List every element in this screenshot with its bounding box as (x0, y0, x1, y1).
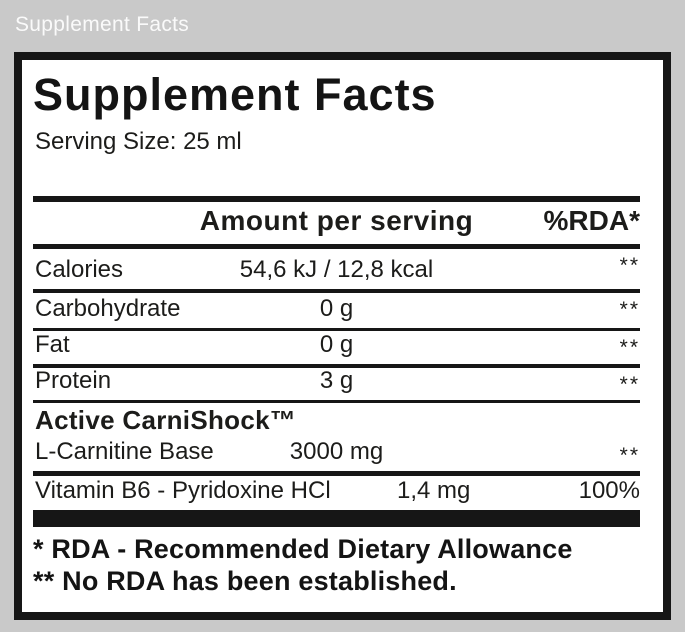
nutrient-amount: 0 g (319, 331, 354, 358)
nutrient-amount: 54,6 kJ / 12,8 kcal (239, 256, 434, 283)
column-header-row: Amount per serving %RDA* (33, 202, 640, 244)
caption-bar: Supplement Facts (0, 0, 685, 52)
nutrient-rda: 100% (578, 477, 640, 504)
divider (33, 289, 640, 293)
caption-text: Supplement Facts (15, 13, 190, 36)
divider (33, 327, 640, 331)
divider (33, 471, 640, 476)
nutrient-rda: ** (619, 444, 640, 467)
table-row-carbohydrate: Carbohydrate 0 g ** (33, 293, 640, 328)
divider (33, 364, 640, 368)
nutrient-name: Protein (35, 366, 112, 394)
nutrient-rda: ** (619, 254, 640, 277)
nutrient-name: Calories (35, 256, 124, 283)
table-row-protein: Protein 3 g ** (33, 366, 640, 400)
nutrient-name: Fat (35, 331, 70, 358)
nutrient-amount: 3 g (319, 366, 354, 394)
label-title: Supplement Facts (33, 69, 437, 120)
supplement-facts-panel: Supplement Facts Serving Size: 25 ml Amo… (14, 52, 671, 620)
table-row-fat: Fat 0 g ** (33, 331, 640, 364)
divider-top (33, 196, 640, 202)
nutrient-amount: 1,4 mg (397, 477, 471, 504)
serving-size: Serving Size: 25 ml (35, 128, 242, 155)
divider-header (33, 244, 640, 249)
section-heading-row: Active CarniShock™ (33, 403, 640, 439)
nutrient-amount: 3000 mg (289, 438, 384, 465)
footnote-rda: * RDA - Recommended Dietary Allowance (33, 534, 573, 564)
divider-footer-bar (33, 510, 640, 527)
footnotes: * RDA - Recommended Dietary Allowance **… (33, 534, 663, 596)
table-row-l-carnitine: L-Carnitine Base 3000 mg ** (33, 438, 640, 471)
facts-table: Amount per serving %RDA* Calories 54,6 k… (33, 196, 640, 527)
nutrient-name: Carbohydrate (35, 294, 181, 322)
nutrient-rda: ** (619, 336, 640, 359)
nutrient-amount: 0 g (319, 294, 354, 322)
footnote-no-rda: ** No RDA has been established. (33, 566, 457, 596)
nutrient-name: Vitamin B6 - Pyridoxine HCl (35, 477, 331, 504)
table-row-calories: Calories 54,6 kJ / 12,8 kcal ** (33, 249, 640, 289)
table-row-vitamin-b6: Vitamin B6 - Pyridoxine HCl 1,4 mg 100% (33, 476, 640, 510)
rda-column-header: %RDA* (543, 205, 640, 236)
nutrient-rda: ** (619, 372, 640, 396)
amount-column-header: Amount per serving (199, 205, 474, 236)
nutrient-name: L-Carnitine Base (35, 438, 214, 465)
nutrient-rda: ** (619, 297, 640, 321)
divider (33, 399, 640, 403)
section-heading: Active CarniShock™ (35, 405, 297, 435)
